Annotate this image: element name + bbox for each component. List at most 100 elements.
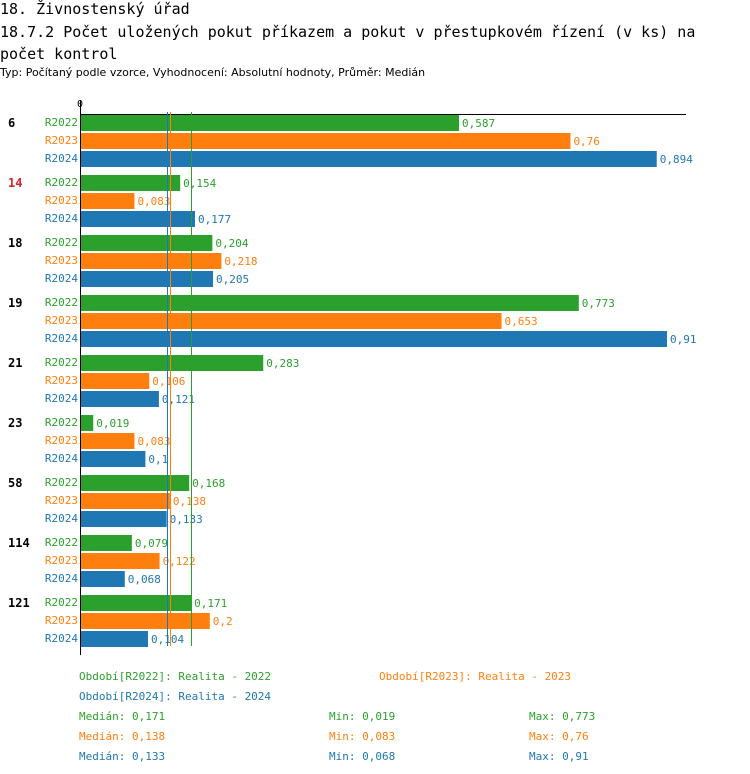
bar: [81, 193, 135, 209]
bar: [81, 631, 148, 647]
legend-period-r2022: Období[R2022]: Realita - 2022: [79, 670, 272, 683]
series-label: R2023: [45, 374, 78, 387]
data-label: 0,204: [215, 237, 248, 250]
legend-median-r2024: Medián: 0,133: [79, 750, 166, 763]
bar: [81, 553, 160, 569]
chart-info: Typ: Počítaný podle vzorce, Vyhodnocení:…: [0, 66, 426, 79]
series-label: R2024: [45, 272, 78, 285]
data-label: 0,068: [128, 573, 161, 586]
series-label: R2024: [45, 632, 78, 645]
legend-median-r2023: Medián: 0,138: [79, 730, 166, 743]
bar: [81, 511, 167, 527]
data-label: 0,283: [266, 357, 299, 370]
legend-max-r2024: Max: 0,91: [529, 750, 589, 763]
legend-period-r2024: Období[R2024]: Realita - 2024: [79, 690, 272, 703]
category-label: 121: [8, 596, 30, 610]
chart-subtitle: 18.7.2 Počet uložených pokut příkazem a …: [0, 23, 696, 63]
bar: [81, 211, 195, 227]
data-label: 0,177: [198, 213, 231, 226]
data-label: 0,2: [213, 615, 233, 628]
data-label: 0,894: [660, 153, 693, 166]
series-label: R2022: [45, 236, 78, 249]
category-label: 6: [8, 116, 15, 130]
data-label: 0,1: [148, 453, 168, 466]
category-label: 114: [8, 536, 30, 550]
bar: [81, 175, 181, 191]
bar: [81, 331, 668, 347]
bar: [81, 235, 213, 251]
data-label: 0,205: [216, 273, 249, 286]
bar: [81, 355, 264, 371]
series-label: R2022: [45, 356, 78, 369]
series-label: R2024: [45, 332, 78, 345]
data-label: 0,019: [96, 417, 129, 430]
series-label: R2023: [45, 134, 78, 147]
series-label: R2023: [45, 434, 78, 447]
bar: [81, 433, 135, 449]
data-label: 0,76: [573, 135, 600, 148]
bar: [81, 295, 579, 311]
bar: [81, 271, 214, 287]
data-label: 0,218: [224, 255, 257, 268]
bar: [81, 535, 132, 551]
data-label: 0,133: [170, 513, 203, 526]
legend-min-r2024: Min: 0,068: [329, 750, 396, 763]
data-label: 0,171: [194, 597, 227, 610]
data-label: 0,168: [192, 477, 225, 490]
data-label: 0,106: [152, 375, 185, 388]
bar: [81, 451, 146, 467]
legend-median-r2022: Medián: 0,171: [79, 710, 166, 723]
series-label: R2023: [45, 194, 78, 207]
series-label: R2022: [45, 476, 78, 489]
category-label: 19: [8, 296, 22, 310]
series-label: R2022: [45, 596, 78, 609]
legend-max-r2023: Max: 0,76: [529, 730, 589, 743]
series-label: R2023: [45, 554, 78, 567]
bar: [81, 493, 170, 509]
series-label: R2022: [45, 116, 78, 129]
legend-min-r2022: Min: 0,019: [329, 710, 396, 723]
data-label: 0,079: [135, 537, 168, 550]
bar: [81, 595, 192, 611]
page-title: 18. Živnostenský úřad: [0, 0, 190, 18]
bar: [81, 613, 210, 629]
series-label: R2024: [45, 512, 78, 525]
category-label: 14: [8, 176, 22, 190]
data-label: 0,121: [162, 393, 195, 406]
series-label: R2023: [45, 494, 78, 507]
series-label: R2024: [45, 392, 78, 405]
legend-period-r2023: Období[R2023]: Realita - 2023: [379, 670, 572, 683]
data-label: 0,154: [183, 177, 216, 190]
data-label: 0,138: [173, 495, 206, 508]
bar: [81, 415, 94, 431]
data-label: 0,653: [505, 315, 538, 328]
bar: [81, 253, 222, 269]
bar-chart: 06R20220,587R20230,76R20240,89414R20220,…: [8, 99, 697, 655]
bar: [81, 571, 125, 587]
bar: [81, 475, 190, 491]
series-label: R2024: [45, 152, 78, 165]
category-label: 58: [8, 476, 22, 490]
data-label: 0,91: [670, 333, 697, 346]
series-label: R2023: [45, 314, 78, 327]
category-label: 23: [8, 416, 22, 430]
series-label: R2024: [45, 572, 78, 585]
bar: [81, 373, 150, 389]
bar: [81, 151, 657, 167]
series-label: R2024: [45, 452, 78, 465]
series-label: R2023: [45, 254, 78, 267]
category-label: 18: [8, 236, 22, 250]
legend-max-r2022: Max: 0,773: [529, 710, 596, 723]
data-label: 0,083: [137, 195, 170, 208]
legend-min-r2023: Min: 0,083: [329, 730, 396, 743]
bar: [81, 313, 502, 329]
data-label: 0,083: [137, 435, 170, 448]
data-label: 0,773: [582, 297, 615, 310]
series-label: R2024: [45, 212, 78, 225]
series-label: R2023: [45, 614, 78, 627]
bar: [81, 391, 159, 407]
series-label: R2022: [45, 296, 78, 309]
bar: [81, 115, 460, 131]
category-label: 21: [8, 356, 22, 370]
series-label: R2022: [45, 416, 78, 429]
